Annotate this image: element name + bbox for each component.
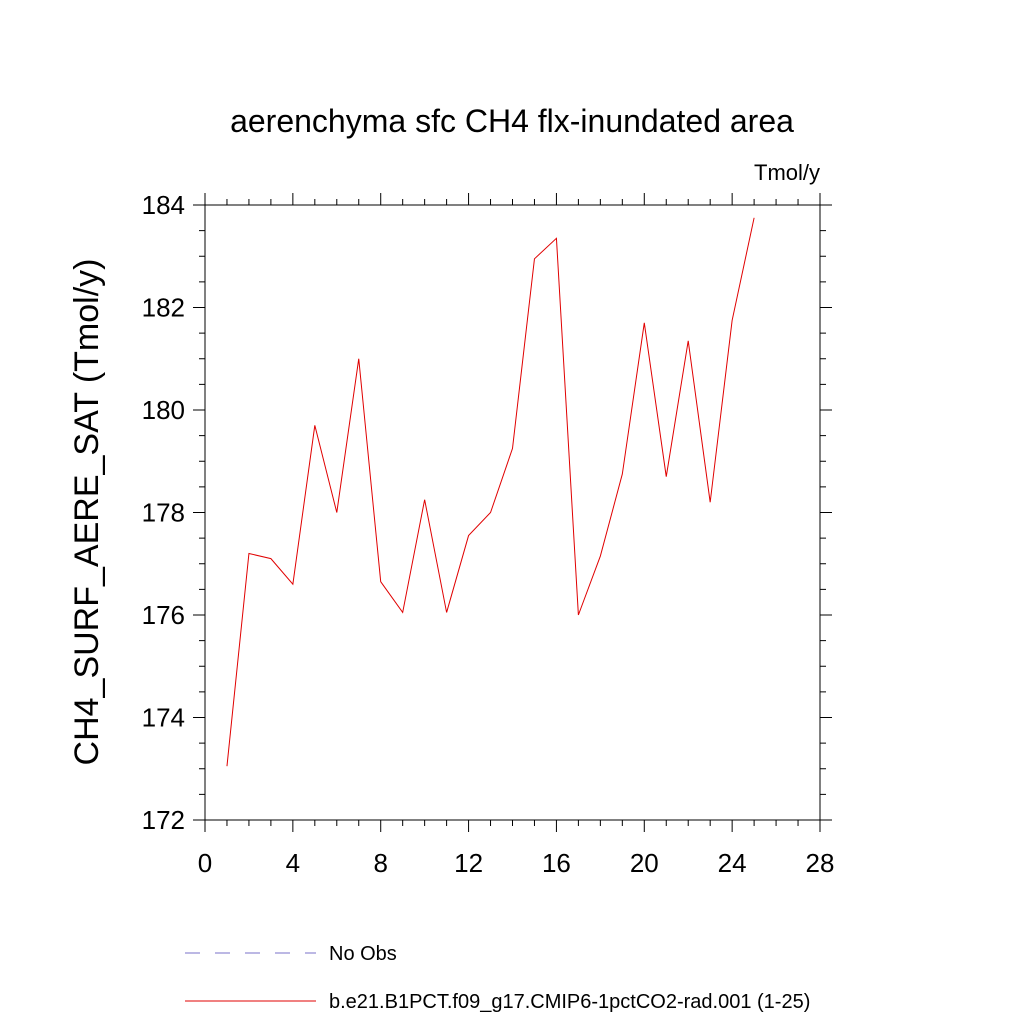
units-label: Tmol/y: [754, 160, 820, 185]
plot-frame: [204, 204, 821, 821]
y-tick-label: 182: [142, 293, 185, 323]
chart-title: aerenchyma sfc CH4 flx-inundated area: [230, 103, 794, 139]
y-tick-label: 174: [142, 703, 185, 733]
y-axis-label: CH4_SURF_AERE_SAT (Tmol/y): [68, 259, 106, 766]
x-tick-label: 24: [718, 848, 747, 878]
x-ticks: 0 4 8 12 16 20 24 28: [198, 193, 835, 878]
legend-label: No Obs: [329, 943, 397, 965]
series-line: [226, 217, 755, 767]
y-tick-label: 184: [142, 190, 185, 220]
x-tick-label: 0: [198, 848, 212, 878]
y-tick-label: 172: [142, 805, 185, 835]
y-tick-label: 176: [142, 600, 185, 630]
y-tick-label: 180: [142, 395, 185, 425]
series-layer: [226, 217, 755, 767]
y-tick-label: 178: [142, 498, 185, 528]
legend: No Obs b.e21.B1PCT.f09_g17.CMIP6-1pctCO2…: [185, 943, 810, 1013]
x-tick-label: 16: [542, 848, 571, 878]
legend-label: b.e21.B1PCT.f09_g17.CMIP6-1pctCO2-rad.00…: [329, 991, 810, 1013]
x-tick-label: 4: [286, 848, 300, 878]
x-tick-label: 8: [373, 848, 387, 878]
plot-area: 0 4 8 12 16 20 24 28 172 174 176 178 180 182 184: [142, 190, 835, 878]
y-ticks: 172 174 176 178 180 182 184: [142, 190, 832, 835]
x-tick-label: 20: [630, 848, 659, 878]
legend-entry-no-obs: No Obs: [185, 943, 397, 965]
x-tick-label: 28: [806, 848, 835, 878]
x-tick-label: 12: [454, 848, 483, 878]
legend-entry-series: b.e21.B1PCT.f09_g17.CMIP6-1pctCO2-rad.00…: [185, 991, 810, 1013]
